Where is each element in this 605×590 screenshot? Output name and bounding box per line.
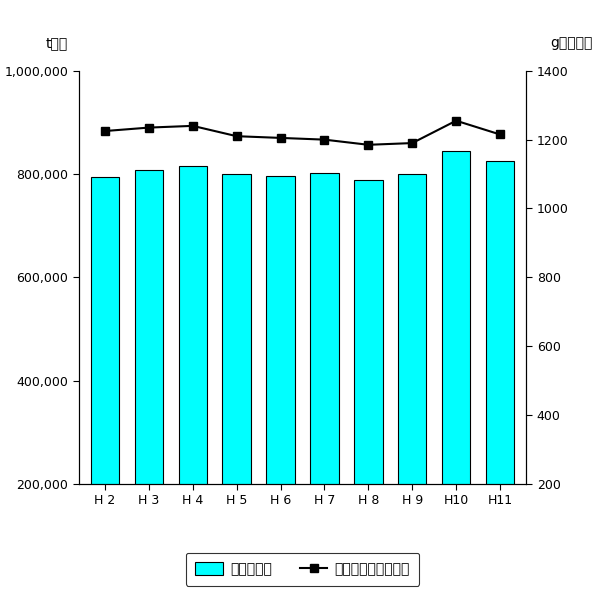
Text: g／人・日: g／人・日: [550, 36, 592, 50]
Legend: ごみ排出量, 一人当りごみ排出量: ごみ排出量, 一人当りごみ排出量: [186, 553, 419, 586]
Bar: [486, 161, 514, 587]
Bar: [91, 176, 119, 587]
Bar: [266, 176, 295, 587]
Bar: [178, 166, 207, 587]
Bar: [398, 174, 427, 587]
Bar: [223, 174, 251, 587]
Bar: [354, 180, 382, 587]
Text: t／年: t／年: [45, 36, 67, 50]
Bar: [134, 170, 163, 587]
Bar: [442, 151, 471, 587]
Bar: [310, 172, 339, 587]
